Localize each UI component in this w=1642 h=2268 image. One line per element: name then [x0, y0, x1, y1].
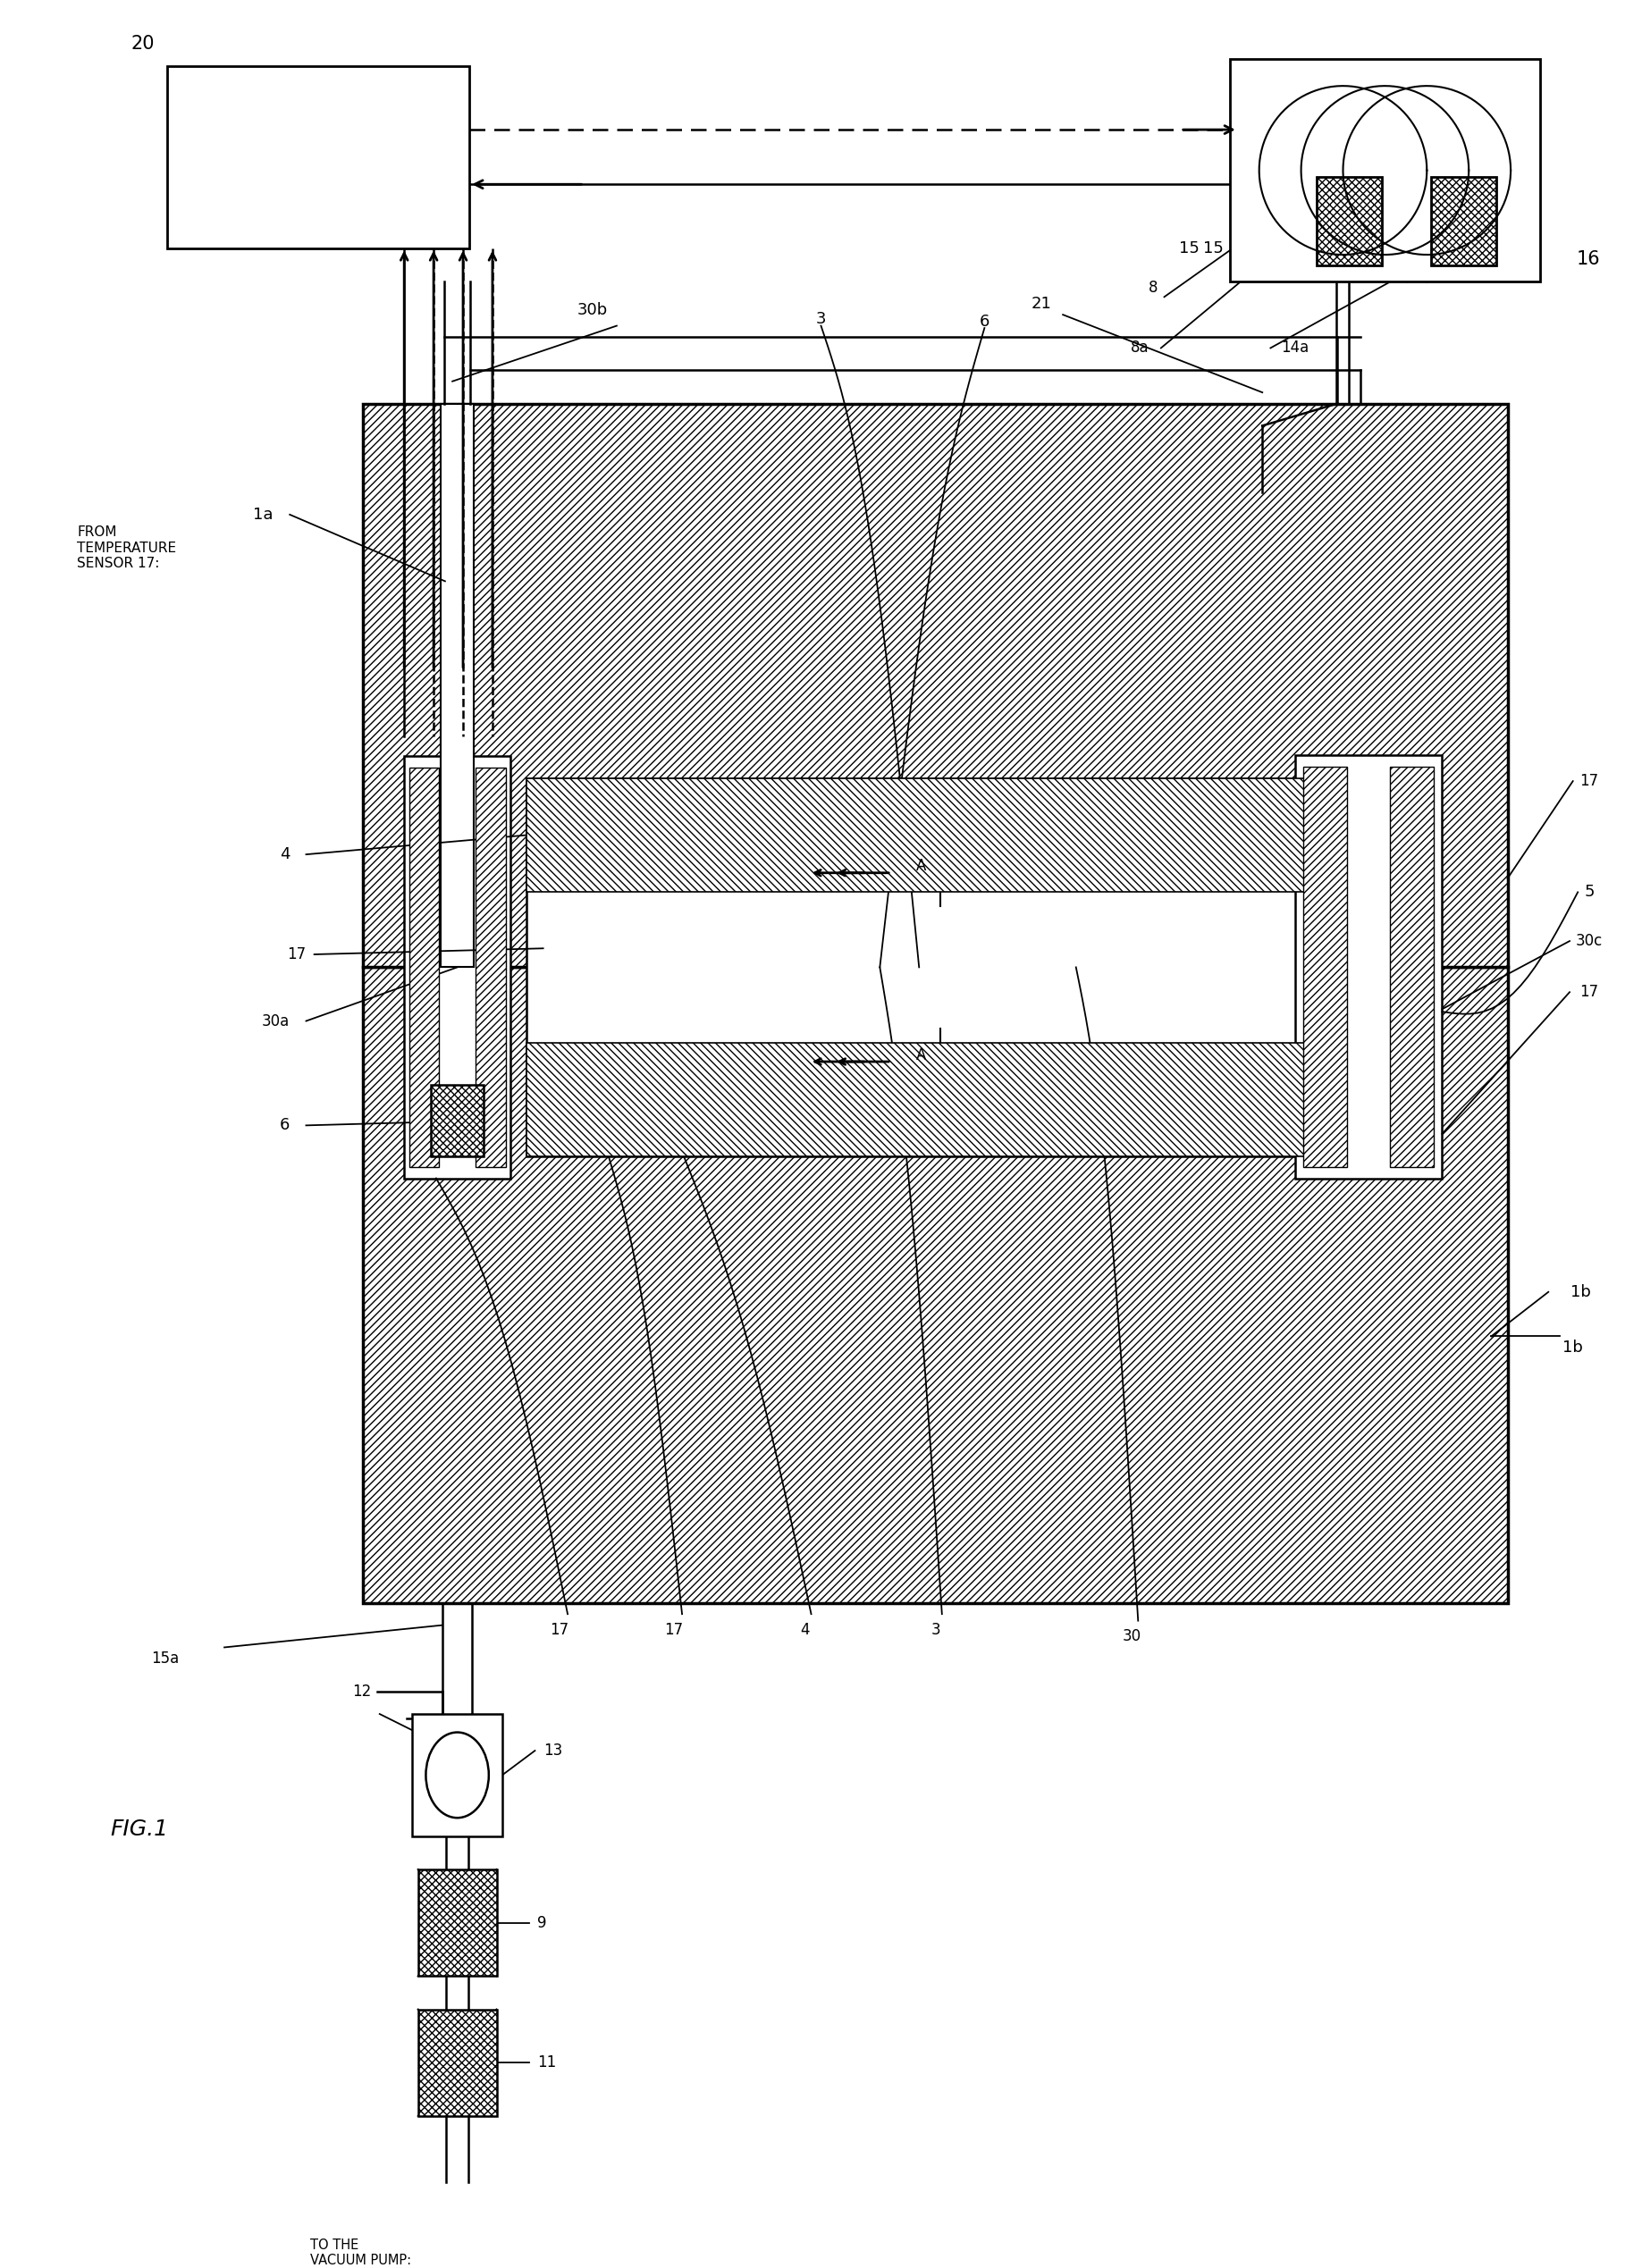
Text: 17: 17: [550, 1622, 568, 1637]
Bar: [527, 778, 1312, 1157]
Bar: [167, 66, 470, 247]
Text: 1a: 1a: [253, 506, 274, 522]
Text: FROM
TEMPERATURE
SENSOR 17:: FROM TEMPERATURE SENSOR 17:: [77, 526, 177, 569]
Bar: [1430, 177, 1496, 265]
Text: 6: 6: [279, 1118, 289, 1134]
Bar: [1230, 59, 1540, 281]
Bar: [1317, 177, 1381, 265]
Bar: [1389, 767, 1433, 1168]
Bar: [527, 1043, 1312, 1157]
Text: A: A: [916, 857, 926, 873]
Text: 15: 15: [1179, 240, 1199, 256]
Text: 20: 20: [131, 34, 154, 52]
Bar: [412, 1715, 502, 1837]
Text: 16: 16: [1576, 249, 1599, 268]
Text: 1b: 1b: [1563, 1340, 1583, 1356]
Text: 30c: 30c: [1576, 932, 1603, 948]
Text: 8a: 8a: [1131, 340, 1149, 356]
Text: 3: 3: [931, 1622, 941, 1637]
Bar: [409, 767, 438, 1168]
Text: 1b: 1b: [1571, 1284, 1591, 1300]
Text: 8: 8: [1148, 279, 1158, 297]
Text: 12: 12: [353, 1683, 371, 1699]
Bar: [476, 767, 506, 1168]
Text: 5: 5: [1585, 885, 1594, 900]
Text: 17: 17: [665, 1622, 683, 1637]
Bar: [363, 966, 1507, 1603]
Text: FIG.1: FIG.1: [110, 1819, 167, 1839]
Bar: [1296, 755, 1442, 1179]
Text: 3: 3: [816, 311, 826, 327]
Text: 30: 30: [1121, 1628, 1141, 1644]
Text: 6: 6: [979, 313, 990, 329]
Bar: [419, 1869, 496, 1975]
Bar: [527, 778, 1312, 891]
Text: 11: 11: [537, 2055, 557, 2071]
Text: TO THE
VACUUM PUMP:: TO THE VACUUM PUMP:: [310, 2239, 410, 2268]
Text: 14a: 14a: [1281, 340, 1309, 356]
Text: 13: 13: [544, 1742, 562, 1758]
Bar: [1304, 767, 1348, 1168]
Bar: [404, 755, 511, 1179]
Bar: [363, 404, 1507, 966]
Text: 15a: 15a: [151, 1651, 179, 1667]
Text: 9: 9: [537, 1914, 547, 1930]
Bar: [419, 2009, 496, 2116]
Bar: [432, 1084, 483, 1157]
Text: 4: 4: [800, 1622, 810, 1637]
Text: 4: 4: [279, 846, 289, 862]
Bar: [442, 404, 473, 966]
Text: 17: 17: [287, 946, 305, 962]
Text: 15: 15: [1204, 240, 1223, 256]
Text: 30a: 30a: [261, 1014, 289, 1030]
Text: 17: 17: [1580, 773, 1599, 789]
Text: 17: 17: [1580, 984, 1599, 1000]
Text: 30b: 30b: [576, 302, 608, 318]
Text: A: A: [916, 1048, 926, 1064]
Text: 21: 21: [1031, 295, 1053, 311]
